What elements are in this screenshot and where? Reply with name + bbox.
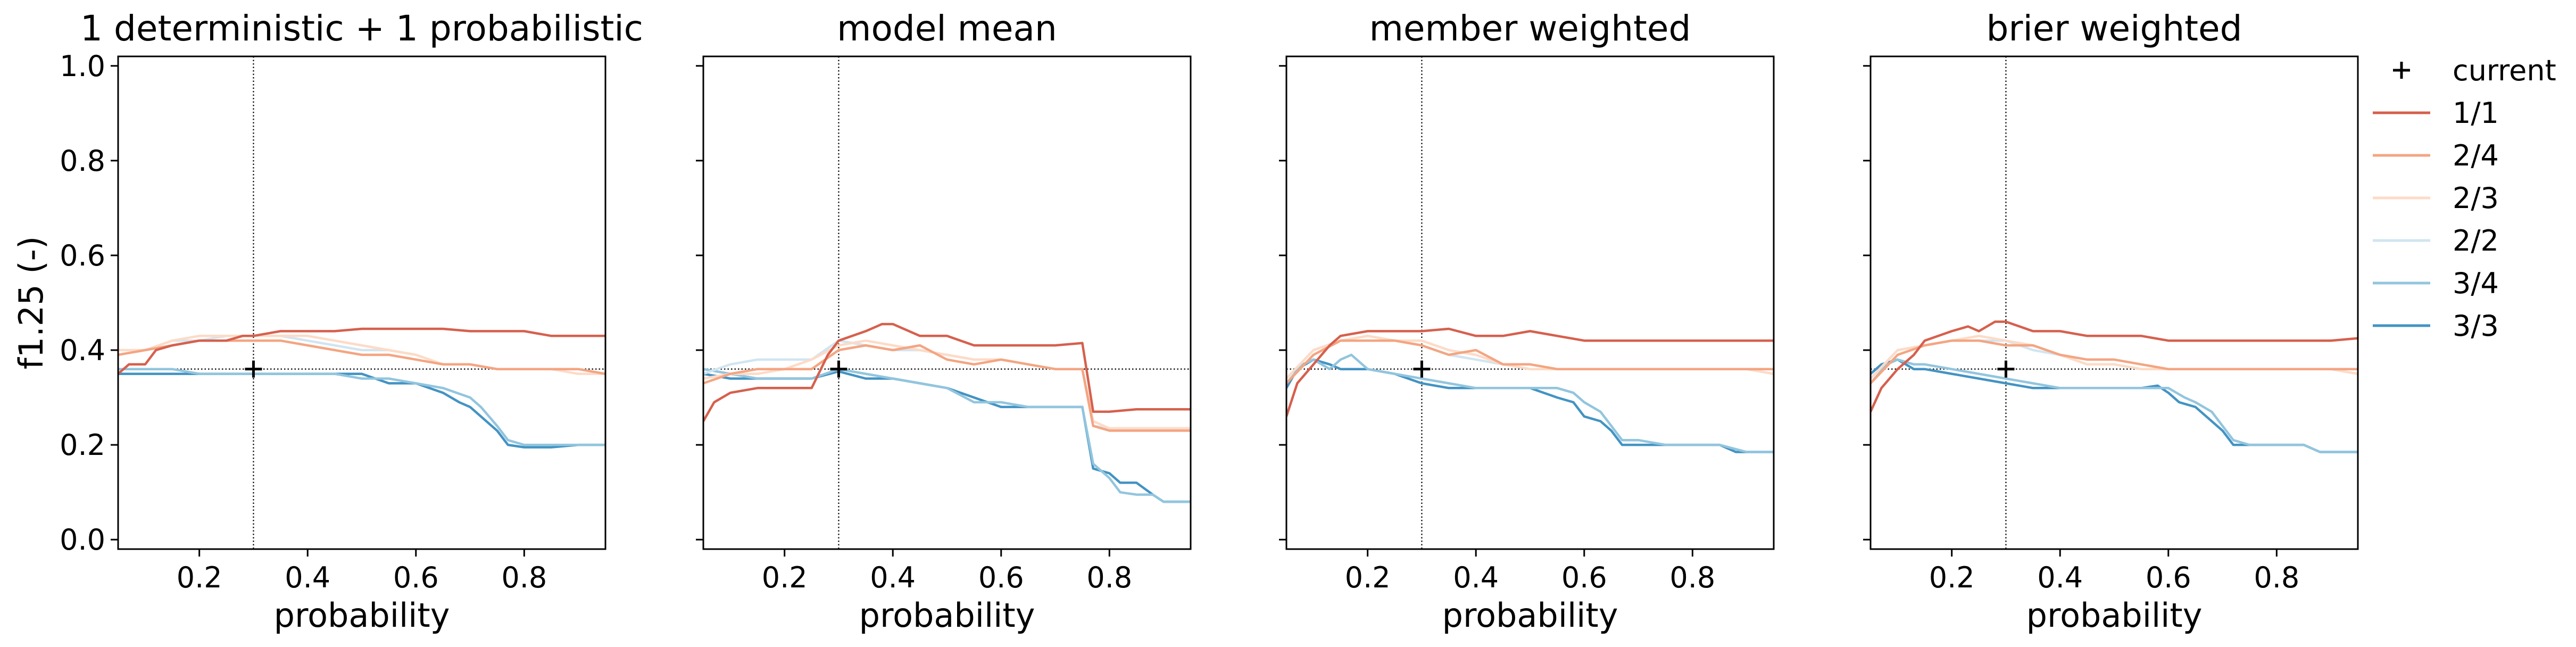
x-tick-label: 0.2 — [1929, 561, 1975, 594]
series-line-1-1 — [1871, 320, 2358, 412]
panel-4: 0.2 0.4 0.6 0.8 brier weighted probability — [1863, 8, 2359, 635]
x-tick-label: 0.4 — [870, 561, 916, 594]
panel-title: 1 deterministic + 1 probabilistic — [80, 8, 643, 49]
x-tick-label: 0.6 — [1561, 561, 1607, 594]
series-line-2-3 — [703, 339, 1191, 430]
series-lines — [1286, 327, 1774, 453]
series-line-1-1 — [703, 322, 1191, 422]
x-tick-label: 0.6 — [978, 561, 1024, 594]
x-tick-label: 0.2 — [762, 561, 808, 594]
series-line-2-4 — [703, 344, 1191, 432]
current-marker — [1413, 360, 1431, 378]
x-axis-label: probability — [859, 596, 1035, 635]
legend-label-2-3: 2/3 — [2453, 181, 2499, 215]
x-tick-label: 0.4 — [2037, 561, 2083, 594]
series-lines — [118, 327, 605, 449]
panel-title: brier weighted — [1986, 8, 2242, 49]
legend-label-3-4: 3/4 — [2453, 267, 2499, 300]
x-tick-label: 0.2 — [1345, 561, 1391, 594]
panel-1: 0.2 0.4 0.6 0.8 0.0 0.2 0.4 0.6 0.8 1.01 determin… — [12, 8, 643, 635]
legend-current-marker — [2393, 62, 2410, 79]
x-tick-label: 0.2 — [177, 561, 222, 594]
y-tick-label: 0.4 — [60, 334, 105, 367]
legend: current 1/1 2/4 2/3 2/2 3/4 3/3 — [2373, 54, 2556, 343]
x-axis-label: probability — [1442, 596, 1618, 635]
series-line-3-4 — [118, 368, 605, 446]
series-lines — [703, 322, 1191, 503]
x-tick-label: 0.4 — [1453, 561, 1499, 594]
series-line-3-4 — [703, 368, 1191, 503]
panel-title: member weighted — [1369, 8, 1691, 49]
legend-label-1-1: 1/1 — [2453, 96, 2499, 130]
y-tick-label: 0.0 — [60, 523, 105, 557]
axes-frame — [702, 55, 1192, 550]
legend-label-2-2: 2/2 — [2453, 224, 2499, 258]
axes-frame — [1285, 55, 1775, 550]
panel-title: model mean — [837, 8, 1057, 49]
y-tick-label: 0.2 — [60, 428, 105, 462]
y-axis-label: f1.25 (-) — [12, 236, 51, 369]
x-tick-label: 0.8 — [2254, 561, 2299, 594]
current-marker — [1997, 360, 2015, 378]
legend-label-3-3: 3/3 — [2453, 309, 2499, 343]
panel-3: 0.2 0.4 0.6 0.8 member weighted probability — [1279, 8, 1775, 635]
x-tick-label: 0.8 — [501, 561, 547, 594]
series-line-3-4 — [1871, 358, 2358, 453]
series-line-1-1 — [118, 327, 605, 375]
current-marker — [830, 360, 847, 378]
y-tick-label: 0.6 — [60, 239, 105, 272]
axes-frame — [117, 55, 606, 550]
x-tick-label: 0.4 — [285, 561, 330, 594]
legend-label-2-4: 2/4 — [2453, 139, 2499, 172]
x-tick-label: 0.6 — [2146, 561, 2191, 594]
x-tick-label: 0.8 — [1669, 561, 1715, 594]
panels: 0.2 0.4 0.6 0.8 0.0 0.2 0.4 0.6 0.8 1.01 determin… — [12, 8, 2359, 635]
panel-2: 0.2 0.4 0.6 0.8 model mean probability — [696, 8, 1192, 635]
current-marker — [245, 360, 262, 378]
series-line-1-1 — [1286, 327, 1774, 417]
series-line-2-4 — [1286, 339, 1774, 384]
x-tick-label: 0.8 — [1086, 561, 1132, 594]
legend-current-label: current — [2453, 54, 2556, 87]
y-tick-label: 0.8 — [60, 144, 105, 178]
series-line-3-4 — [1286, 353, 1774, 453]
y-tick-label: 1.0 — [60, 49, 105, 83]
series-lines — [1871, 320, 2358, 453]
axes-frame — [1869, 55, 2359, 550]
series-line-2-4 — [1871, 339, 2358, 384]
x-axis-label: probability — [2026, 596, 2203, 635]
x-axis-label: probability — [274, 596, 450, 635]
x-tick-label: 0.6 — [393, 561, 439, 594]
